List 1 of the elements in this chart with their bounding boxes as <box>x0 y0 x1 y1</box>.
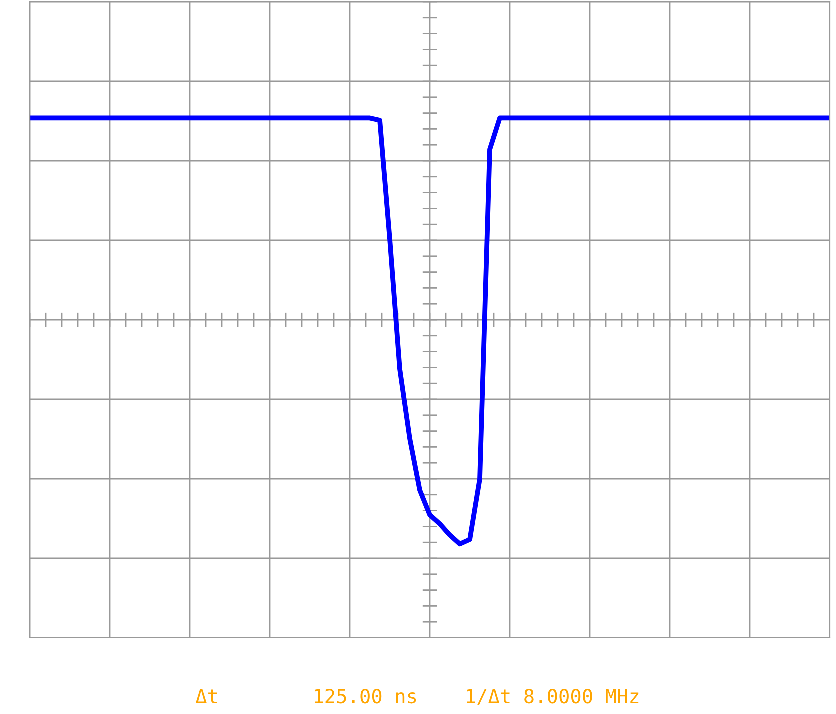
text: Δt 125.00 ns 1/Δt 8.0000 MHz <box>196 688 639 706</box>
